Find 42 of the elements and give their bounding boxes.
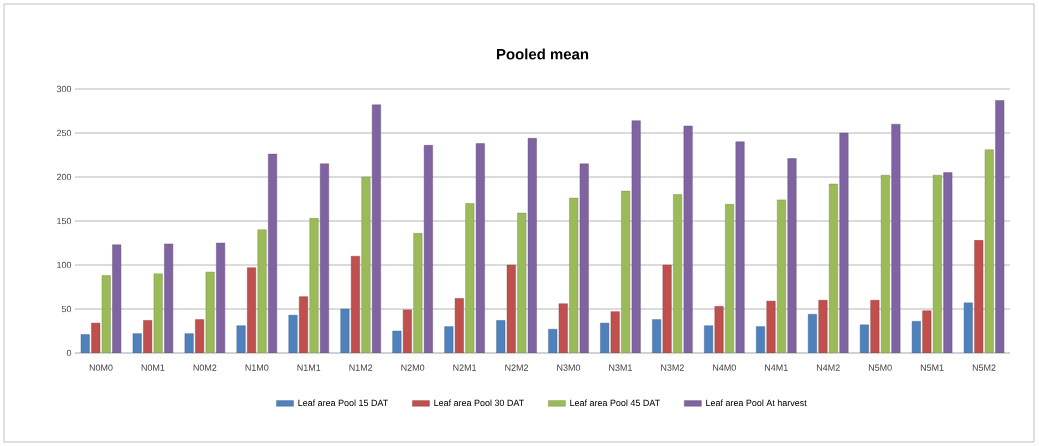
x-tick-label: N2M1 [453,364,477,371]
y-tick-label: 50 [61,305,72,313]
legend-label: Leaf area Pool 45 DAT [570,399,660,407]
y-tick-label: 100 [57,261,72,269]
x-tick-label: N0M0 [89,364,113,371]
bar [340,308,350,353]
legend-label: Leaf area Pool 30 DAT [434,399,524,407]
x-tick-label: N3M0 [557,364,581,371]
y-tick-label: 0 [66,349,72,357]
x-tick-label: N1M2 [349,364,373,371]
y-tick-label: 300 [56,85,72,93]
y-tick-label: 200 [56,173,72,181]
x-tick-label: N5M1 [920,364,944,371]
chart-title: Pooled mean [497,48,589,60]
y-tick-label: 150 [57,217,72,225]
bar [818,300,828,353]
bar [766,300,776,353]
x-tick-label: N4M0 [713,364,736,371]
x-tick-label: N2M0 [401,364,425,371]
x-tick-label: N5M2 [972,364,996,371]
x-tick-label: N0M1 [141,364,165,371]
bar [870,300,880,353]
x-tick-label: N0M2 [193,364,217,371]
x-tick-label: N2M2 [505,364,529,371]
bar [257,229,267,353]
bar [839,132,849,353]
bar [309,218,319,353]
bar [787,158,797,353]
x-tick-label: N5M0 [868,364,892,371]
bar [361,176,371,353]
bar [714,306,724,353]
x-tick-label: N3M2 [661,364,684,371]
x-tick-label: N1M1 [297,364,321,371]
legend-label: Leaf area Pool 15 DAT [298,399,389,407]
legend-label: Leaf area Pool At harvest [706,399,807,407]
x-tick-label: N4M1 [765,364,788,371]
y-tick-label: 250 [56,129,72,137]
x-tick-label: N1M0 [245,364,269,371]
x-tick-label: N4M2 [816,364,840,371]
x-tick-label: N3M1 [609,364,632,371]
bar [735,141,745,353]
bar [236,325,246,353]
